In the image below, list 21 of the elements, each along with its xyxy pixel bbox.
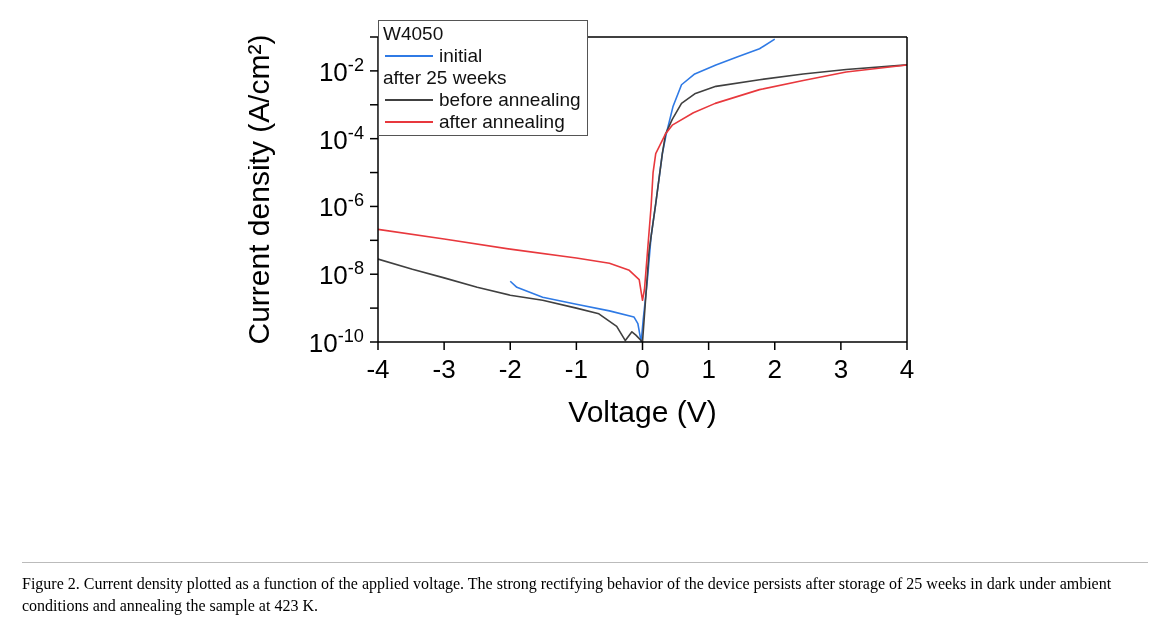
x-tick-label: 4 bbox=[899, 354, 915, 385]
x-tick-label: 0 bbox=[635, 354, 650, 385]
x-tick-label: -2 bbox=[498, 354, 522, 385]
caption: Figure 2. Current density plotted as a function of the applied voltage. The strong rectifying behavior of the device persists after storage of 25 weeks in dark under ambient conditions and annealing the sample at 423 K. bbox=[22, 562, 1148, 617]
x-tick-label: 2 bbox=[767, 354, 782, 385]
legend-label: after annealing bbox=[439, 111, 565, 133]
y-tick-label: 10$^{-2}$ bbox=[318, 54, 364, 87]
x-tick-label: -3 bbox=[432, 354, 456, 385]
annotation: after 25 weeks bbox=[383, 67, 508, 89]
x-tick-label: -1 bbox=[564, 354, 588, 385]
legend-label: initial bbox=[439, 45, 483, 67]
y-tick-label: 10$^{-6}$ bbox=[318, 190, 364, 223]
x-tick-label: 1 bbox=[701, 354, 716, 385]
legend-label: before annealing bbox=[439, 89, 581, 111]
x-axis-title: Voltage (V) bbox=[568, 395, 717, 428]
y-tick-label: 10$^{-8}$ bbox=[318, 258, 364, 291]
y-tick-label: 10$^{-10}$ bbox=[308, 326, 364, 358]
y-tick-label: 10$^{-4}$ bbox=[318, 122, 364, 155]
legend-title: W4050 bbox=[383, 23, 445, 45]
x-tick-label: -4 bbox=[366, 354, 390, 385]
x-tick-label: 3 bbox=[833, 354, 849, 385]
